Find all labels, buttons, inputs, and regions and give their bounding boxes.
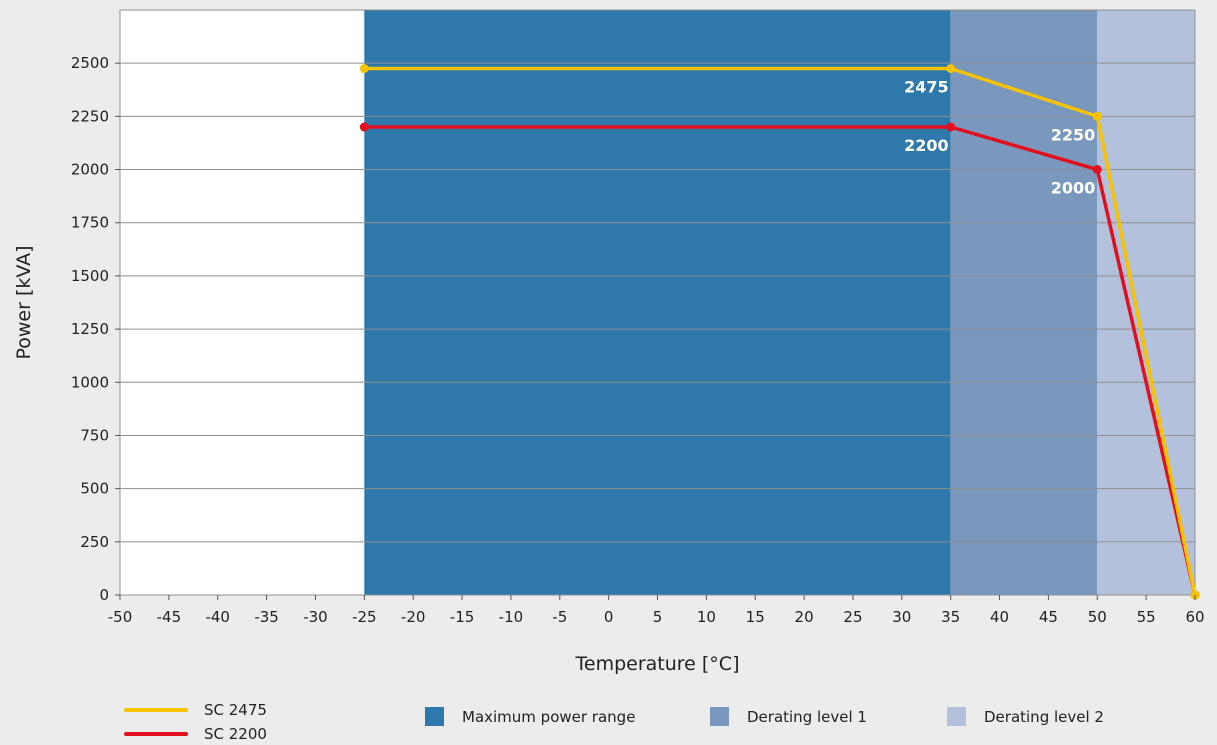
legend-swatch	[425, 707, 444, 726]
legend: SC 2475 SC 2200 Maximum power range Deratin…	[124, 701, 1104, 743]
x-tick-label: 15	[746, 608, 765, 626]
series-line	[364, 66, 1197, 596]
legend-label: Derating level 1	[747, 708, 867, 726]
y-tick-label: 2250	[71, 107, 109, 125]
y-tick-label: 1250	[71, 320, 109, 338]
y-tick-label: 250	[80, 533, 109, 551]
x-tick-label: -30	[303, 608, 328, 626]
data-label: 2475	[904, 78, 949, 97]
band-1	[364, 10, 951, 595]
x-tick-label: -25	[352, 608, 377, 626]
x-tick-label: 40	[990, 608, 1009, 626]
data-label: 2200	[904, 136, 949, 155]
y-axis-ticks: 0 250 500 750 1000 1250 1500 1750 2000 2250 2500	[71, 54, 120, 604]
x-tick-label: -50	[108, 608, 133, 626]
y-tick-label: 0	[99, 586, 109, 604]
x-tick-label: 25	[843, 608, 862, 626]
x-tick-label: 45	[1039, 608, 1058, 626]
y-tick-label: 1500	[71, 267, 109, 285]
annotations: 2475 2250 2200 2000	[904, 78, 1095, 198]
data-label: 2250	[1051, 125, 1096, 144]
x-tick-label: -35	[254, 608, 279, 626]
bands	[364, 10, 1195, 595]
gridlines	[119, 9, 1196, 596]
band-2	[950, 10, 1098, 595]
legend-label: Derating level 2	[984, 708, 1104, 726]
series-layer	[359, 64, 1200, 600]
legend-label: SC 2475	[204, 701, 267, 719]
y-tick-label: 2500	[71, 54, 109, 72]
series-line	[364, 125, 1197, 596]
x-tick-label: -15	[450, 608, 475, 626]
x-tick-label: 5	[653, 608, 663, 626]
data-point	[359, 64, 369, 73]
x-axis-ticks: -50 -45 -40 -35 -30 -25 -20 -15 -10 -5 0 5 10 15 20 25 3…	[108, 595, 1205, 626]
band-3	[1097, 10, 1195, 595]
x-tick-label: 55	[1137, 608, 1156, 626]
x-tick-label: 30	[892, 608, 911, 626]
y-axis-title: Power [kVA]	[13, 245, 35, 359]
x-tick-label: -40	[205, 608, 230, 626]
x-tick-label: 10	[697, 608, 716, 626]
data-point	[946, 122, 956, 132]
y-tick-label: 500	[80, 480, 109, 498]
x-tick-label: 20	[795, 608, 814, 626]
y-tick-label: 2000	[71, 161, 109, 179]
data-point	[1092, 165, 1102, 175]
x-tick-label: 60	[1185, 608, 1204, 626]
data-point	[1092, 111, 1102, 121]
y-tick-label: 1000	[71, 373, 109, 391]
x-tick-label: 0	[604, 608, 614, 626]
data-point	[946, 64, 956, 73]
x-tick-label: -5	[552, 608, 567, 626]
legend-label: Maximum power range	[462, 708, 635, 726]
y-tick-label: 750	[80, 426, 109, 444]
x-tick-label: 35	[941, 608, 960, 626]
x-tick-label: -45	[157, 608, 182, 626]
y-tick-label: 1750	[71, 214, 109, 232]
legend-label: SC 2200	[204, 725, 267, 743]
x-tick-label: -10	[499, 608, 524, 626]
data-label: 2000	[1051, 179, 1096, 198]
data-point	[359, 122, 369, 132]
x-tick-label: 50	[1088, 608, 1107, 626]
x-tick-label: -20	[401, 608, 426, 626]
legend-swatch	[947, 707, 966, 726]
legend-swatch	[710, 707, 729, 726]
x-axis-title: Temperature [°C]	[575, 653, 740, 675]
